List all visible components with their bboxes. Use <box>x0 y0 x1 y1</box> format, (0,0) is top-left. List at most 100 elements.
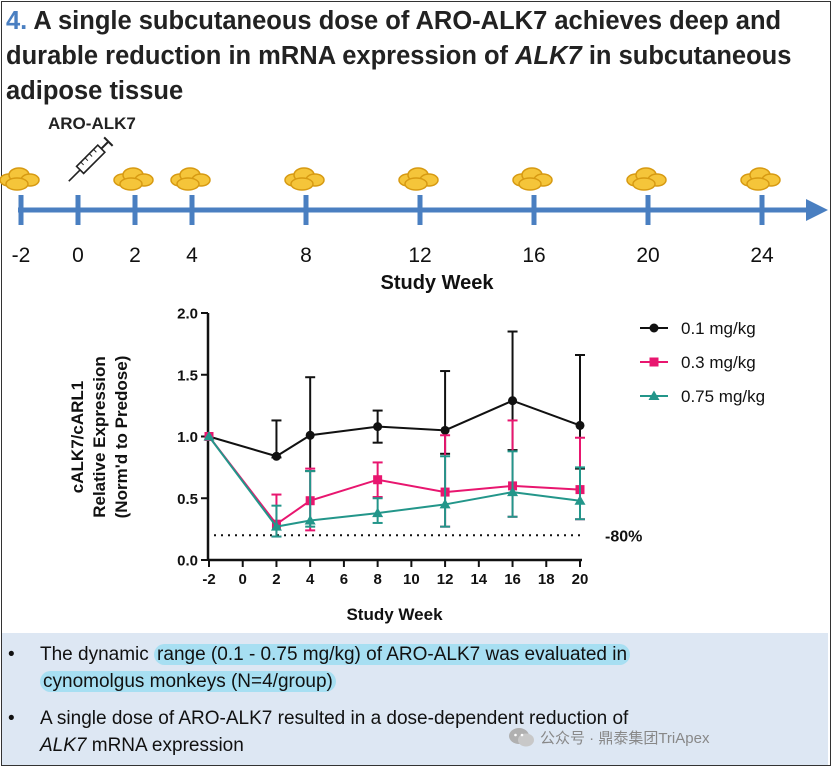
adipose-tissue-icon <box>0 167 40 191</box>
x-axis-title: Study Week <box>346 605 443 624</box>
y-tick-label: 0.0 <box>177 553 198 570</box>
series-circle <box>204 330 585 473</box>
watermark: 公众号 · 鼎泰集团TriApex <box>540 730 710 747</box>
x-tick-label: -2 <box>202 571 215 588</box>
y-axis-title-line: Relative Expression <box>90 356 109 518</box>
timeline-week-label: -2 <box>12 244 31 267</box>
y-tick-label: 1.0 <box>177 429 198 446</box>
y-axis-title-line: cALK7/cARL1 <box>68 381 87 493</box>
y-axis-title-line: (Norm'd to Predose) <box>112 356 131 519</box>
x-tick-label: 14 <box>470 571 487 588</box>
reference-line-label: -80% <box>605 528 642 545</box>
data-point <box>373 475 383 485</box>
legend-marker <box>649 357 659 367</box>
y-axis-title: cALK7/cARL1 Relative Expression (Norm'd to… <box>68 356 131 519</box>
bullet-2-line-2: mRNA expression <box>86 735 244 756</box>
legend-marker <box>649 323 659 333</box>
fat-cell-shape <box>290 177 314 191</box>
data-point <box>507 486 519 497</box>
series-square <box>204 419 585 538</box>
x-tick-label: 20 <box>572 571 589 588</box>
adipose-tissue-icon <box>170 167 211 191</box>
data-point <box>574 495 586 505</box>
syringe-needle <box>68 169 81 182</box>
bullet-text: The dynamic range (0.1 - 0.75 mg/kg) of … <box>40 641 820 695</box>
bullet-text: A single dose of ARO-ALK7 resulted in a … <box>40 705 820 759</box>
syringe-plunger <box>100 140 110 150</box>
adipose-tissue-icon <box>113 167 154 191</box>
fat-cell-shape <box>404 177 428 191</box>
adipose-tissue-icon <box>740 167 781 191</box>
fat-cell-shape <box>119 177 143 191</box>
adipose-tissue-icon <box>398 167 439 191</box>
data-point <box>372 507 384 518</box>
bullet-panel: • The dynamic range (0.1 - 0.75 mg/kg) o… <box>2 633 828 765</box>
title-text-before: A single subcutaneous dose of ARO-ALK7 a… <box>6 7 782 70</box>
expression-chart: 0.0 0.5 1.0 1.5 2.0 -2 0 2 4 6 8 10 12 14 16 18 20 Study … <box>68 306 765 625</box>
drug-label: ARO-ALK7 <box>48 114 136 133</box>
syringe-grad <box>93 149 97 153</box>
data-point <box>439 498 451 509</box>
timeline-week-label: 4 <box>186 244 198 267</box>
bullet-1-pre: The dynamic <box>40 644 155 665</box>
timeline-week-label: 2 <box>129 244 141 267</box>
fat-cell-shape <box>746 177 770 191</box>
x-tick-label: 8 <box>373 571 381 588</box>
timeline-week-label: 20 <box>636 244 659 267</box>
timeline-arrowhead <box>806 199 828 221</box>
wechat-icon <box>509 728 534 747</box>
series-line <box>208 399 581 458</box>
legend-label: 0.1 mg/kg <box>681 319 756 338</box>
timeline-week-label: 8 <box>300 244 312 267</box>
legend-item: 0.1 mg/kg <box>640 319 756 338</box>
legend-label: 0.75 mg/kg <box>681 387 765 406</box>
data-point <box>575 420 585 430</box>
data-point <box>373 422 383 432</box>
legend-item: 0.75 mg/kg <box>640 387 765 406</box>
bullet-1-highlight-1: range (0.1 - 0.75 mg/kg) of ARO-ALK7 was… <box>154 644 631 665</box>
bullet-dot: • <box>8 708 15 729</box>
bullet-dot: • <box>8 644 15 665</box>
data-point <box>508 396 518 406</box>
syringe-handle <box>103 136 114 147</box>
series-line <box>208 435 581 528</box>
data-point <box>304 514 316 525</box>
syringe-barrel <box>75 144 106 175</box>
legend-item: 0.3 mg/kg <box>640 353 756 372</box>
data-point <box>270 521 282 531</box>
syringe-grad <box>84 157 89 162</box>
fat-cell-shape <box>5 177 29 191</box>
fat-cell-shape <box>176 177 200 191</box>
adipose-tissue-icon <box>512 167 553 191</box>
fat-cell-shape <box>632 177 656 191</box>
timeline-week-label: 24 <box>750 244 774 267</box>
adipose-tissue-icon <box>626 167 667 191</box>
bullet-item: • A single dose of ARO-ALK7 resulted in … <box>2 705 828 765</box>
bullet-item: • The dynamic range (0.1 - 0.75 mg/kg) o… <box>2 641 828 701</box>
x-tick-label: 10 <box>403 571 420 588</box>
syringe-icon <box>68 136 114 182</box>
syringe-grad <box>80 161 84 166</box>
y-tick-label: 0.5 <box>177 491 198 508</box>
x-tick-label: 12 <box>437 571 454 588</box>
adipose-tissue-icon <box>284 167 325 191</box>
title-gene: ALK7 <box>515 42 582 70</box>
x-tick-label: 6 <box>340 571 348 588</box>
series-triangle <box>203 431 586 538</box>
bullet-2-gene: ALK7 <box>40 735 87 756</box>
timeline-week-label: 0 <box>72 244 84 267</box>
timeline-axis-title: Study Week <box>381 272 495 294</box>
x-tick-label: 0 <box>239 571 247 588</box>
y-tick-label: 1.5 <box>177 367 198 384</box>
x-tick-label: 18 <box>538 571 555 588</box>
legend-label: 0.3 mg/kg <box>681 353 756 372</box>
x-tick-label: 4 <box>306 571 315 588</box>
data-point <box>440 425 450 435</box>
syringe-grad <box>88 153 93 157</box>
data-point <box>203 431 215 441</box>
bullet-2-line-1: A single dose of ARO-ALK7 resulted in a … <box>40 708 629 729</box>
title-text-after: in subcutaneous adipose tissue <box>6 42 792 105</box>
data-point <box>305 430 315 440</box>
